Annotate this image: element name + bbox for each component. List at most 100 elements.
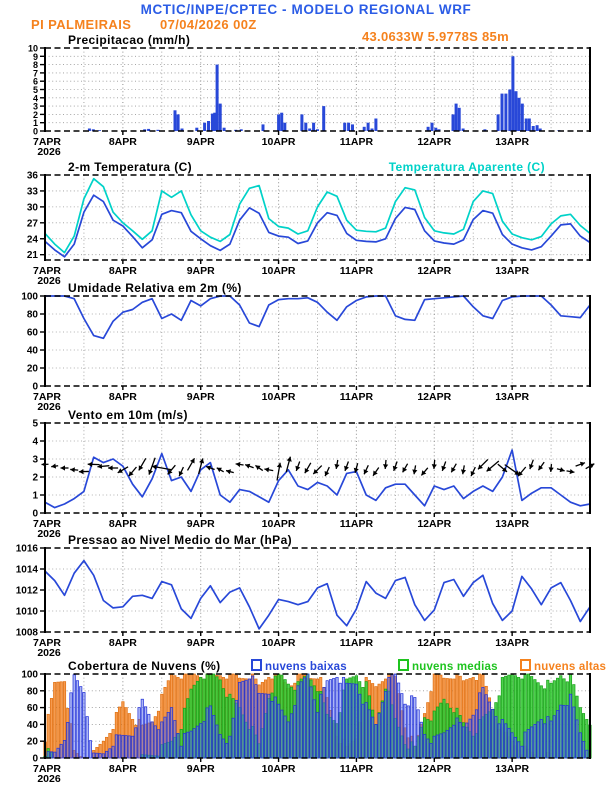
svg-text:33: 33: [27, 186, 39, 197]
svg-text:100: 100: [21, 292, 38, 303]
wind-arrow: [312, 465, 323, 475]
svg-text:2026: 2026: [37, 401, 61, 413]
wind-arrow: [486, 460, 500, 472]
svg-text:8APR: 8APR: [109, 763, 137, 775]
temp-panel-title: 2-m Temperatura (C): [68, 160, 193, 174]
svg-text:0: 0: [32, 509, 38, 520]
wind-arrow: [353, 463, 359, 473]
svg-text:0: 0: [32, 754, 38, 765]
wind-arrow: [537, 461, 545, 471]
wind-arrow: [97, 463, 110, 469]
wind-arrow: [151, 464, 172, 471]
clouds-panel-title: Cobertura de Nuvens (%): [68, 659, 221, 673]
wind-arrow: [566, 468, 575, 475]
svg-text:5: 5: [33, 85, 38, 95]
svg-text:9APR: 9APR: [187, 265, 215, 277]
wind-arrow: [70, 467, 79, 473]
svg-text:7APR: 7APR: [33, 763, 61, 775]
svg-text:7APR: 7APR: [33, 136, 61, 148]
wind-arrow: [225, 469, 234, 475]
svg-text:21: 21: [27, 250, 39, 261]
temp-line: [44, 177, 591, 254]
humidity-chart: 0 20 40 60 80 100 8APR 9APR 10APR 11APR 12APR 13APR…: [21, 292, 591, 413]
svg-text:8APR: 8APR: [109, 136, 137, 148]
wind-arrow: [460, 465, 467, 475]
svg-text:0: 0: [33, 127, 38, 137]
rh-line: [44, 295, 591, 340]
svg-text:1012: 1012: [16, 586, 39, 597]
wind-arrow: [383, 459, 389, 469]
svg-text:13APR: 13APR: [495, 637, 529, 649]
svg-text:12APR: 12APR: [417, 518, 451, 530]
wind-arrow: [344, 461, 350, 472]
svg-text:8APR: 8APR: [109, 518, 137, 530]
svg-text:27: 27: [27, 218, 39, 229]
wind-arrow: [528, 459, 534, 470]
mid-cloud-swatch-icon: [398, 659, 409, 671]
svg-text:1010: 1010: [16, 607, 39, 618]
svg-text:10APR: 10APR: [262, 763, 296, 775]
svg-text:1014: 1014: [16, 565, 39, 576]
legend-label-altas: nuvens altas: [534, 661, 607, 673]
apparent-temp-legend: Temperatura Aparente (C): [388, 160, 545, 174]
svg-text:8APR: 8APR: [109, 265, 137, 277]
svg-text:11APR: 11APR: [340, 265, 374, 277]
wind-arrow: [117, 466, 129, 474]
legend-nuvens-medias: nuvens medias: [398, 659, 498, 673]
wind-arrow: [205, 465, 215, 471]
wind-arrow: [285, 456, 292, 473]
wind-arrow: [216, 467, 224, 473]
svg-text:10APR: 10APR: [262, 637, 296, 649]
wind-arrow: [178, 466, 185, 477]
svg-text:30: 30: [27, 202, 39, 213]
station-name: PI PALMEIRAIS: [31, 17, 132, 32]
svg-text:20: 20: [27, 364, 39, 375]
wind-chart: 0 1 2 3 4 5 8APR 9APR 10APR 11APR 12APR 13APR 7APR20…: [32, 419, 595, 540]
rh-plot: 0 20 40 60 80 100 8APR 9APR 10APR 11APR 12APR 13APR…: [21, 292, 591, 413]
wind-arrow: [51, 463, 59, 469]
humidity-panel-title: Umidade Relativa em 2m (%): [68, 281, 242, 295]
clouds-plot: 0 20 40 60 80 100 8APR 9APR 10APR 11APR 12APR 13APR…: [21, 670, 592, 785]
svg-text:1: 1: [33, 118, 38, 128]
svg-text:11APR: 11APR: [340, 637, 374, 649]
svg-text:13APR: 13APR: [495, 265, 529, 277]
wind-arrow: [108, 465, 119, 471]
wind-arrow: [128, 466, 137, 477]
wind-arrow: [441, 461, 447, 472]
svg-text:2: 2: [32, 473, 38, 484]
wind-arrow: [556, 467, 565, 473]
wind-arrow: [264, 467, 274, 473]
svg-text:1008: 1008: [16, 628, 39, 639]
wind-arrow: [548, 463, 554, 473]
svg-text:7: 7: [33, 68, 38, 78]
svg-text:10APR: 10APR: [262, 391, 296, 403]
svg-text:80: 80: [27, 686, 39, 697]
wind-line: [44, 449, 591, 509]
wind-arrow: [324, 466, 330, 477]
svg-text:80: 80: [27, 310, 39, 321]
pressure-panel-title: Pressao ao Nivel Medio do Mar (hPa): [68, 533, 293, 547]
svg-text:1016: 1016: [16, 544, 39, 555]
svg-text:1: 1: [32, 491, 38, 502]
svg-text:13APR: 13APR: [495, 136, 529, 148]
svg-text:9APR: 9APR: [187, 637, 215, 649]
pressure-chart: 1008 1010 1012 1014 1016 8APR 9APR 10APR 11APR 12…: [16, 544, 591, 659]
temp-line: [44, 194, 591, 258]
svg-text:7APR: 7APR: [33, 391, 61, 403]
low-cloud-swatch-icon: [251, 659, 262, 671]
svg-text:8APR: 8APR: [109, 637, 137, 649]
svg-text:2026: 2026: [37, 146, 61, 158]
svg-text:9APR: 9APR: [187, 136, 215, 148]
svg-text:10APR: 10APR: [262, 518, 296, 530]
wind-panel-title: Vento em 10m (m/s): [68, 408, 188, 422]
wind-arrow: [244, 463, 254, 469]
svg-text:7APR: 7APR: [33, 518, 61, 530]
svg-text:4: 4: [33, 93, 38, 103]
wind-arrow: [304, 462, 312, 474]
wind-arrow: [276, 462, 282, 481]
svg-text:12APR: 12APR: [417, 136, 451, 148]
temp-plot: 21 24 27 30 33 36 8APR 9APR 10APR 11APR 12APR 13APR…: [27, 171, 591, 287]
svg-text:2026: 2026: [37, 528, 61, 540]
